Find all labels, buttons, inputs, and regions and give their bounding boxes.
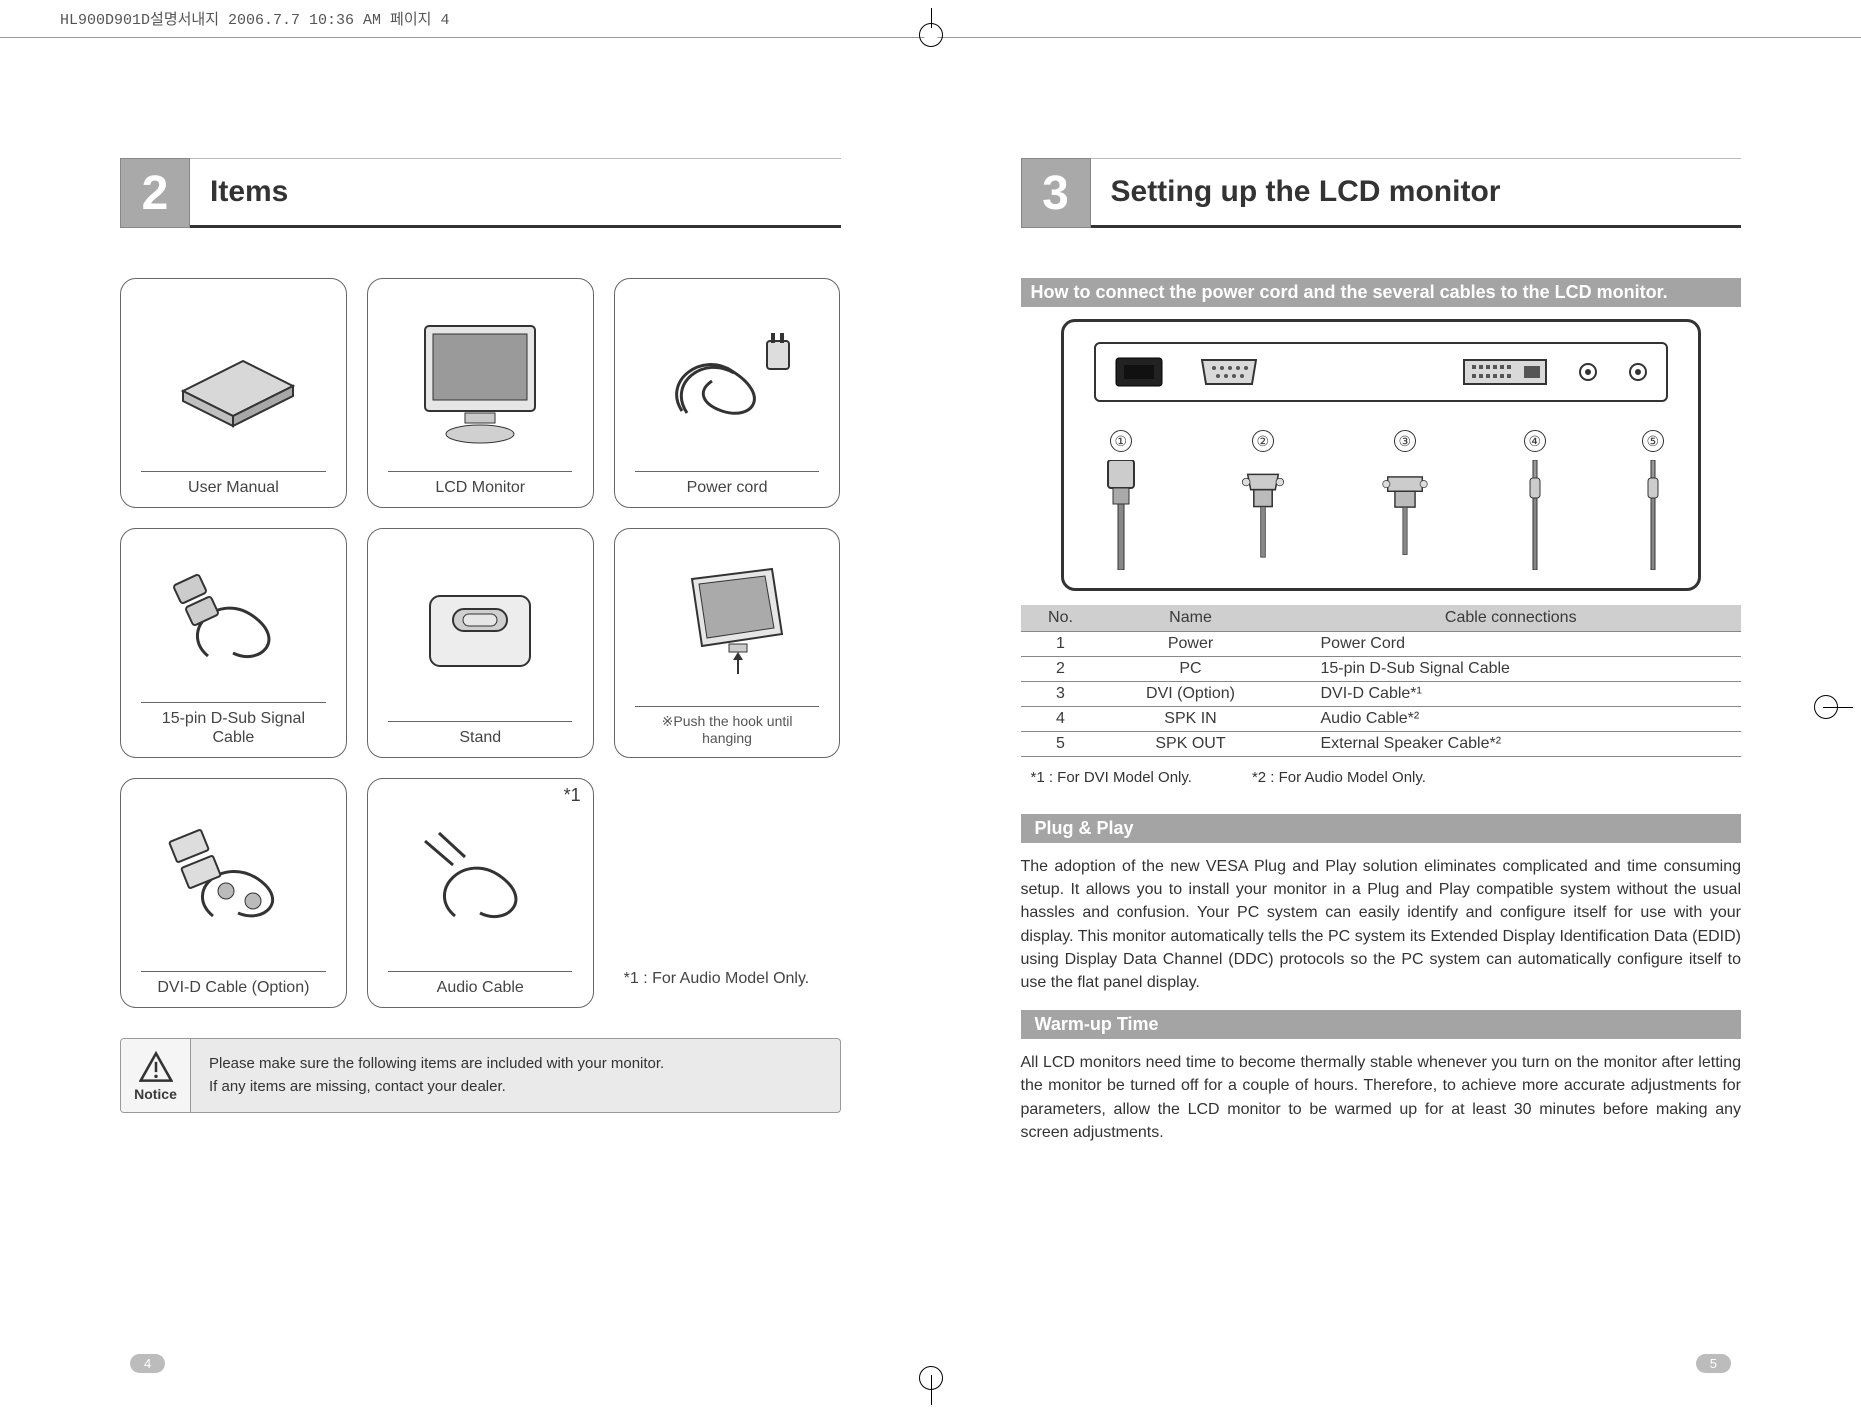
- cable-table: No. Name Cable connections 1PowerPower C…: [1021, 605, 1742, 757]
- item-dsub-cable: 15-pin D-Sub Signal Cable: [120, 528, 347, 758]
- section-title-wrap: Setting up the LCD monitor: [1091, 158, 1742, 228]
- section-number: 3: [1021, 158, 1091, 228]
- item-label: ※Push the hook until hanging: [635, 706, 819, 747]
- stand-icon: [378, 541, 583, 721]
- item-lcd-monitor: LCD Monitor: [367, 278, 594, 508]
- table-row: 2PC15-pin D-Sub Signal Cable: [1021, 657, 1742, 682]
- notice-box: Notice Please make sure the following it…: [120, 1038, 841, 1113]
- plug-number: ⑤: [1642, 430, 1664, 452]
- audio-jack-icon: [1578, 362, 1598, 382]
- audio-jack-icon: [1628, 362, 1648, 382]
- th-conn: Cable connections: [1281, 605, 1742, 632]
- port-panel: ① ② ③ ④ ⑤: [1061, 319, 1701, 591]
- plug-number: ①: [1110, 430, 1132, 452]
- page-number-left: 4: [130, 1354, 165, 1373]
- cable-table-body: 1PowerPower Cord 2PC15-pin D-Sub Signal …: [1021, 632, 1742, 757]
- item-user-manual: User Manual: [120, 278, 347, 508]
- item-stand: Stand: [367, 528, 594, 758]
- connector-row: [1094, 342, 1668, 402]
- dvi-plug-icon: [1382, 460, 1428, 570]
- table-row: 5SPK OUTExternal Speaker Cable*²: [1021, 732, 1742, 757]
- notice-text: Please make sure the following items are…: [191, 1039, 840, 1112]
- table-row: 3DVI (Option)DVI-D Cable*¹: [1021, 682, 1742, 707]
- plug-number: ③: [1394, 430, 1416, 452]
- section-title-wrap: Items: [190, 158, 841, 228]
- crop-mark-top: [916, 8, 946, 38]
- plug-5: ⑤: [1642, 430, 1664, 570]
- table-foot2: *2 : For Audio Model Only.: [1252, 769, 1426, 786]
- item-dvid-cable: DVI-D Cable (Option): [120, 778, 347, 1008]
- item-label: LCD Monitor: [388, 471, 572, 497]
- items-footnote: *1 : For Audio Model Only.: [614, 778, 841, 1008]
- power-plug-icon: [1098, 460, 1144, 570]
- dvid-cable-icon: [131, 791, 336, 971]
- table-footnotes: *1 : For DVI Model Only. *2 : For Audio …: [1021, 765, 1742, 786]
- item-audio-cable: *1 Audio Cable: [367, 778, 594, 1008]
- plug-number: ②: [1252, 430, 1274, 452]
- item-label: DVI-D Cable (Option): [141, 971, 325, 997]
- item-label: 15-pin D-Sub Signal Cable: [141, 702, 325, 747]
- lcd-monitor-icon: [378, 291, 583, 471]
- audio-plug-icon: [1525, 460, 1545, 570]
- audio-cable-icon: [378, 791, 583, 971]
- section-head-items: 2 Items: [120, 158, 841, 228]
- plug-1: ①: [1098, 430, 1144, 570]
- vga-plug-icon: [1240, 460, 1286, 570]
- notice-icon: Notice: [121, 1039, 191, 1112]
- section-number: 2: [120, 158, 190, 228]
- notice-line1: Please make sure the following items are…: [209, 1053, 822, 1076]
- item-label: User Manual: [141, 471, 325, 497]
- plug-2: ②: [1240, 430, 1286, 570]
- table-row: 4SPK INAudio Cable*²: [1021, 707, 1742, 732]
- vga-port-icon: [1194, 356, 1264, 388]
- table-row: 1PowerPower Cord: [1021, 632, 1742, 657]
- page-spread: 2 Items User Manual: [0, 38, 1861, 1413]
- audio-plug-icon: [1643, 460, 1663, 570]
- item-label: Audio Cable: [388, 971, 572, 997]
- plugplay-body: The adoption of the new VESA Plug and Pl…: [1021, 855, 1742, 994]
- table-foot1: *1 : For DVI Model Only.: [1031, 769, 1192, 786]
- item-label: Power cord: [635, 471, 819, 497]
- page-right: 3 Setting up the LCD monitor How to conn…: [931, 38, 1861, 1413]
- th-name: Name: [1101, 605, 1281, 632]
- section-title: Items: [210, 175, 288, 209]
- th-no: No.: [1021, 605, 1101, 632]
- section-head-setup: 3 Setting up the LCD monitor: [1021, 158, 1742, 228]
- user-manual-icon: [131, 291, 336, 471]
- notice-line2: If any items are missing, contact your d…: [209, 1076, 822, 1099]
- page-left: 2 Items User Manual: [0, 38, 931, 1413]
- notice-label: Notice: [134, 1086, 177, 1102]
- plug-number: ④: [1524, 430, 1546, 452]
- howto-heading: How to connect the power cord and the se…: [1021, 278, 1742, 307]
- page-number-right: 5: [1696, 1354, 1731, 1373]
- item-power-cord: Power cord: [614, 278, 841, 508]
- plug-3: ③: [1382, 430, 1428, 570]
- power-cord-icon: [625, 291, 830, 471]
- dvi-port-icon: [1462, 356, 1548, 388]
- plug-row: ① ② ③ ④ ⑤: [1094, 430, 1668, 570]
- print-header-text: HL900D901D설명서내지 2006.7.7 10:36 AM 페이지 4: [60, 8, 449, 29]
- ac-inlet-icon: [1114, 356, 1164, 388]
- dsub-cable-icon: [131, 541, 336, 702]
- warmup-heading: Warm-up Time: [1021, 1010, 1742, 1039]
- monitor-hang-icon: [625, 541, 830, 706]
- plug-4: ④: [1524, 430, 1546, 570]
- item-label: Stand: [388, 721, 572, 747]
- section-title: Setting up the LCD monitor: [1111, 175, 1501, 209]
- plugplay-heading: Plug & Play: [1021, 814, 1742, 843]
- star-note: *1: [564, 785, 581, 806]
- items-grid: User Manual LCD Monitor: [120, 278, 841, 1008]
- item-hook-hang: ※Push the hook until hanging: [614, 528, 841, 758]
- warmup-body: All LCD monitors need time to become the…: [1021, 1051, 1742, 1144]
